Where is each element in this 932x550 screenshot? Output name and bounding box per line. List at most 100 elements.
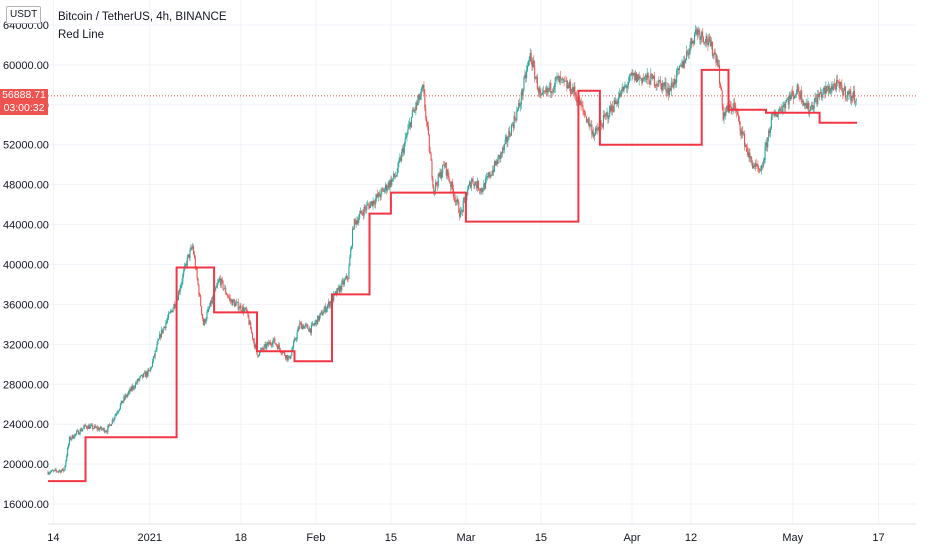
y-tick-label-partial: 6... <box>18 0 33 2</box>
x-tick-label: Apr <box>623 532 640 544</box>
candle-body <box>749 152 751 159</box>
candle-body <box>339 285 341 293</box>
candle-body <box>484 183 486 189</box>
candle-body <box>629 74 631 76</box>
candle-body <box>493 161 496 172</box>
candle-body <box>631 72 633 76</box>
candle-body <box>253 340 255 347</box>
candle-body <box>358 218 360 223</box>
candle-body <box>77 430 79 435</box>
candle-body <box>596 127 598 131</box>
candle-body <box>679 65 681 67</box>
candle-body <box>399 157 401 161</box>
candle-body <box>844 86 846 91</box>
currency-badge[interactable]: USDT <box>6 6 42 24</box>
candle-body <box>548 88 550 90</box>
candle-body <box>123 396 125 401</box>
candle-body <box>293 341 295 348</box>
candle-body <box>802 101 804 103</box>
candle-body <box>692 41 694 44</box>
candle-body <box>95 427 97 428</box>
candle-body <box>593 132 595 137</box>
candle-body <box>817 94 819 105</box>
candle-body <box>571 87 573 94</box>
candle-body <box>686 51 688 53</box>
candle-body <box>174 304 176 308</box>
candle-body <box>259 350 261 356</box>
candle-body <box>768 130 770 138</box>
candle-body <box>640 78 642 80</box>
candle-body <box>205 319 207 323</box>
candle-body <box>531 62 533 67</box>
candle-body <box>652 74 654 79</box>
candle-body <box>166 320 168 323</box>
candle-body <box>322 313 324 316</box>
candle-body <box>591 124 593 135</box>
candle-body <box>408 125 410 130</box>
candle-body <box>507 139 509 142</box>
candle-body <box>346 275 348 279</box>
candle-body <box>315 320 317 323</box>
candle-body <box>835 85 837 90</box>
candle-body <box>842 90 844 96</box>
candle-body <box>438 173 440 177</box>
candle-body <box>535 78 537 79</box>
candle-body <box>713 52 715 55</box>
candle-body <box>669 88 671 91</box>
candle-body <box>730 105 732 111</box>
candle-body <box>643 77 646 80</box>
candle-body <box>657 85 659 87</box>
candle-body <box>652 75 655 79</box>
candle-body <box>719 83 721 88</box>
candle-body <box>218 280 220 283</box>
candle-body <box>232 299 234 306</box>
candle-body <box>334 292 336 294</box>
x-tick-label: 14 <box>47 532 59 544</box>
grid <box>48 0 916 524</box>
candle-body <box>347 278 349 280</box>
candle-body <box>249 322 251 325</box>
candle-body <box>209 306 211 309</box>
candle-body <box>229 297 231 301</box>
candle-body <box>418 94 420 101</box>
candle-body <box>412 110 414 112</box>
candle-body <box>191 247 193 249</box>
candle-body <box>201 306 203 315</box>
candle-body <box>717 59 719 67</box>
candle-body <box>231 299 233 306</box>
candle-body <box>353 218 355 230</box>
candle-body <box>785 100 788 103</box>
candle-body <box>469 182 471 188</box>
candle-body <box>269 342 271 345</box>
candle-body <box>568 84 570 88</box>
candle-body <box>643 78 645 80</box>
candle-body <box>374 203 376 205</box>
candle-body <box>551 91 554 93</box>
candle-body <box>401 148 404 152</box>
candle-body <box>494 161 496 165</box>
candle-body <box>248 317 250 325</box>
candle-body <box>498 155 500 157</box>
candle-body <box>56 470 58 472</box>
candle-body <box>664 82 666 86</box>
candle-body <box>355 220 357 225</box>
candle-body <box>630 74 632 76</box>
candle-body <box>795 94 797 96</box>
candle-body <box>612 111 614 113</box>
candle-body <box>180 284 182 289</box>
candle-body <box>752 165 755 169</box>
candle-body <box>785 102 787 109</box>
candle-body <box>480 188 482 192</box>
candle-body <box>395 175 397 177</box>
candle-body <box>520 91 522 105</box>
candle-body <box>516 110 518 120</box>
candle-body <box>593 134 596 137</box>
last-price-label: 56888.71 <box>2 88 46 101</box>
candle-body <box>579 100 581 106</box>
candle-body <box>661 83 663 91</box>
candle-body <box>619 93 621 97</box>
candle-body <box>265 344 267 349</box>
candle-body <box>696 29 698 35</box>
candle-body <box>182 274 184 282</box>
